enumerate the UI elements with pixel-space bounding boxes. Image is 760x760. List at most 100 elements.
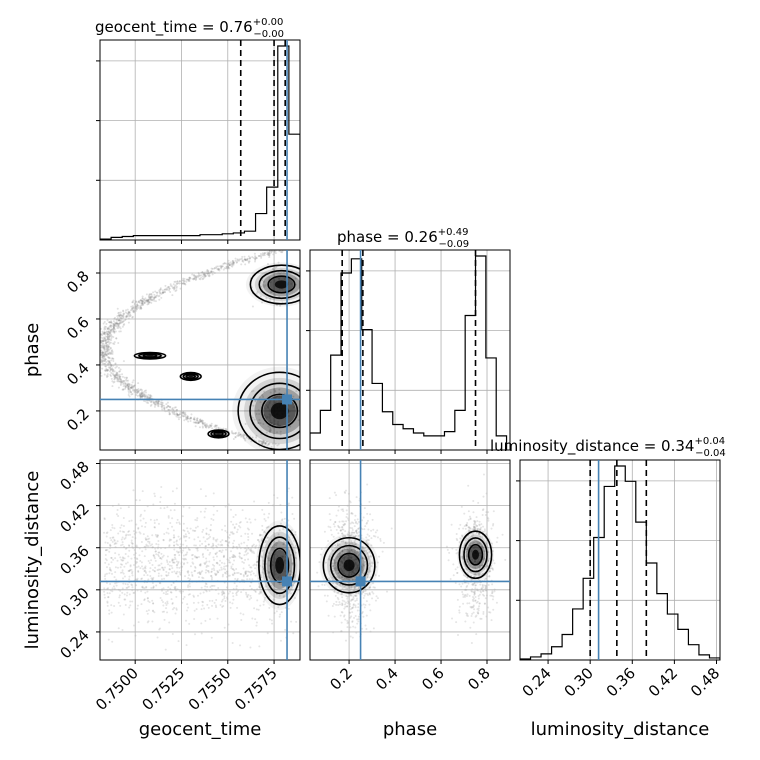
scatter-point <box>479 542 482 545</box>
scatter-point <box>188 548 191 551</box>
scatter-point <box>112 342 115 345</box>
scatter-point <box>210 578 213 581</box>
scatter-point <box>194 566 197 569</box>
scatter-point <box>491 550 494 553</box>
scatter-point <box>472 621 475 624</box>
scatter-point <box>111 349 114 352</box>
scatter-point <box>252 564 255 567</box>
scatter-point <box>124 536 127 539</box>
scatter-point <box>469 518 472 521</box>
scatter-point <box>467 526 470 529</box>
scatter-point <box>231 262 234 265</box>
scatter-point <box>214 573 217 576</box>
scatter-point <box>366 512 369 515</box>
scatter-point <box>333 562 336 565</box>
scatter-point <box>100 339 103 342</box>
scatter-point <box>187 585 190 588</box>
scatter-point <box>450 523 453 526</box>
scatter-point <box>462 527 465 530</box>
scatter-point <box>365 549 368 552</box>
scatter-point <box>470 535 473 538</box>
scatter-point <box>275 401 278 404</box>
scatter-point <box>480 526 483 529</box>
scatter-point <box>351 531 354 534</box>
scatter-point <box>112 320 115 323</box>
scatter-point <box>148 537 151 540</box>
scatter-point <box>183 277 186 280</box>
scatter-point <box>165 570 168 573</box>
scatter-point <box>222 427 225 430</box>
scatter-point <box>162 604 165 607</box>
scatter-point <box>478 523 481 526</box>
scatter-point <box>149 296 152 299</box>
scatter-point <box>127 379 130 382</box>
scatter-point <box>138 531 141 534</box>
scatter-point <box>477 612 480 615</box>
scatter-point <box>199 420 202 423</box>
scatter-point <box>357 527 360 530</box>
scatter-point <box>474 595 477 598</box>
scatter-point <box>140 513 143 516</box>
scatter-point <box>355 552 358 555</box>
scatter-point <box>456 634 459 637</box>
scatter-point <box>155 403 158 406</box>
scatter-point <box>344 530 347 533</box>
scatter-point <box>143 395 146 398</box>
scatter-point <box>160 485 163 488</box>
scatter-point <box>116 375 119 378</box>
scatter-point <box>187 415 190 418</box>
scatter-point <box>147 393 150 396</box>
scatter-point <box>185 553 188 556</box>
scatter-point <box>204 571 207 574</box>
scatter-point <box>140 393 143 396</box>
scatter-point <box>106 350 109 353</box>
scatter-point <box>348 603 351 606</box>
scatter-point <box>190 417 193 420</box>
scatter-point <box>159 582 162 585</box>
scatter-point <box>355 592 358 595</box>
contour-line <box>185 373 196 379</box>
scatter-point <box>118 319 121 322</box>
scatter-point <box>116 315 119 318</box>
scatter-point <box>232 574 235 577</box>
x-tick-label: 0.48 <box>687 664 723 700</box>
scatter-point <box>208 589 211 592</box>
scatter-point <box>105 343 108 346</box>
scatter-point <box>271 250 274 253</box>
scatter-point <box>175 286 178 289</box>
scatter-point <box>474 599 477 602</box>
scatter-point <box>214 572 217 575</box>
scatter-point <box>251 416 254 419</box>
scatter-point <box>168 413 171 416</box>
scatter-point <box>365 522 368 525</box>
scatter-point <box>136 558 139 561</box>
scatter-point <box>104 327 107 330</box>
scatter-point <box>107 345 110 348</box>
scatter-point <box>104 365 107 368</box>
scatter-point <box>184 282 187 285</box>
scatter-point <box>109 331 112 334</box>
scatter-point <box>171 561 174 564</box>
scatter-point <box>125 309 128 312</box>
scatter-point <box>471 612 474 615</box>
scatter-point <box>96 345 98 347</box>
scatter-point <box>331 562 334 565</box>
scatter-point <box>254 257 257 260</box>
scatter-point <box>338 603 341 606</box>
scatter-point <box>179 411 182 414</box>
scatter-point <box>261 441 264 444</box>
scatter-point <box>451 617 454 620</box>
scatter-point <box>161 600 164 603</box>
scatter-point <box>142 300 145 303</box>
scatter-point <box>115 584 118 587</box>
scatter-point <box>477 607 480 610</box>
scatter-point <box>251 551 254 554</box>
scatter-point <box>465 612 468 615</box>
scatter-point <box>207 543 210 546</box>
scatter-point <box>352 604 355 607</box>
scatter-point <box>290 529 293 532</box>
scatter-point <box>114 324 117 327</box>
scatter-point <box>103 321 106 324</box>
scatter-point <box>119 526 122 529</box>
scatter-point <box>154 547 157 550</box>
